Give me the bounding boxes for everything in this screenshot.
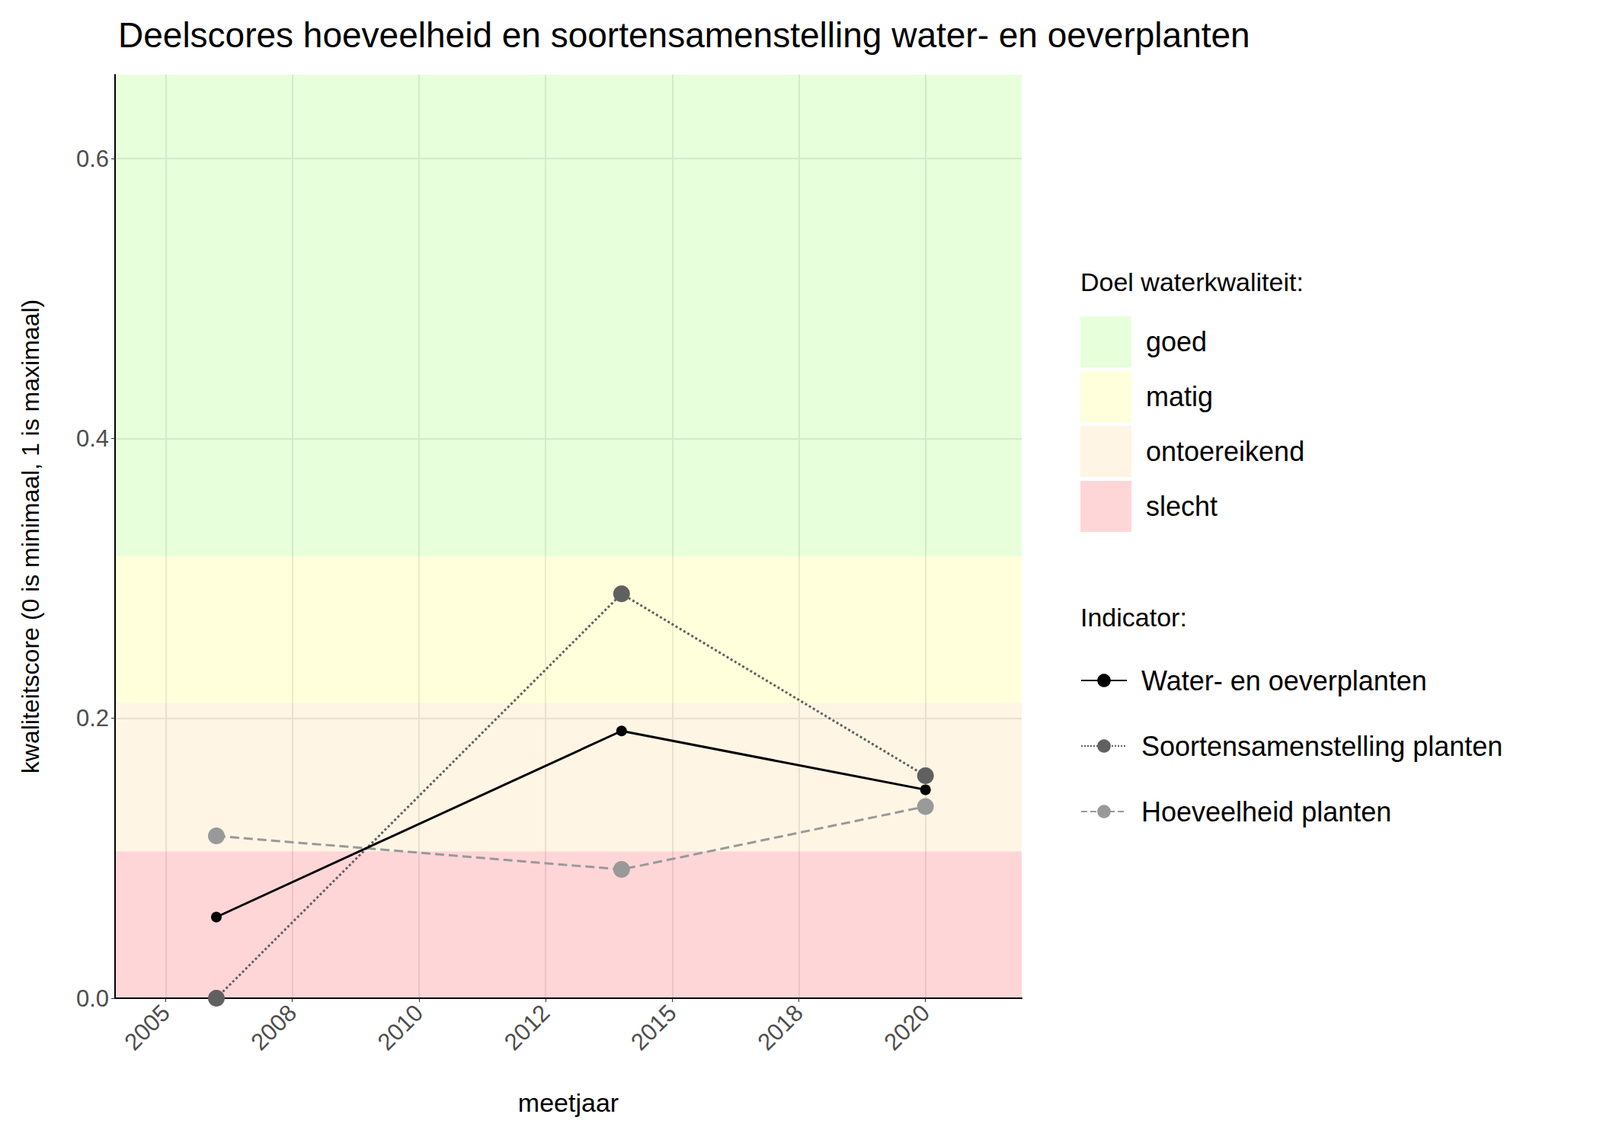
svg-text:2012: 2012 — [499, 999, 555, 1056]
svg-text:slecht: slecht — [1145, 490, 1218, 522]
svg-text:goed: goed — [1145, 326, 1207, 358]
svg-text:ontoereikend: ontoereikend — [1145, 435, 1305, 468]
svg-text:Doel waterkwaliteit:: Doel waterkwaliteit: — [1080, 267, 1304, 297]
svg-text:0.0: 0.0 — [76, 985, 109, 1012]
svg-text:kwaliteitscore (0 is minimaal,: kwaliteitscore (0 is minimaal, 1 is maxi… — [16, 299, 45, 774]
svg-text:meetjaar: meetjaar — [518, 1088, 619, 1117]
svg-text:Soortensamenstelling planten: Soortensamenstelling planten — [1141, 730, 1503, 762]
svg-text:2005: 2005 — [118, 999, 175, 1056]
svg-text:Water- en oeverplanten: Water- en oeverplanten — [1141, 665, 1428, 697]
svg-text:2018: 2018 — [752, 999, 808, 1056]
svg-text:Indicator:: Indicator: — [1080, 602, 1188, 632]
svg-text:2020: 2020 — [879, 999, 935, 1056]
svg-text:2015: 2015 — [625, 999, 682, 1056]
svg-text:Deelscores hoeveelheid en soor: Deelscores hoeveelheid en soortensamenst… — [118, 15, 1251, 55]
svg-text:matig: matig — [1145, 380, 1213, 413]
svg-text:Hoeveelheid planten: Hoeveelheid planten — [1141, 796, 1392, 828]
svg-text:0.2: 0.2 — [76, 704, 109, 732]
svg-text:2010: 2010 — [372, 999, 429, 1056]
svg-text:0.4: 0.4 — [76, 425, 109, 452]
svg-text:2008: 2008 — [246, 999, 302, 1056]
svg-text:0.6: 0.6 — [76, 145, 109, 173]
